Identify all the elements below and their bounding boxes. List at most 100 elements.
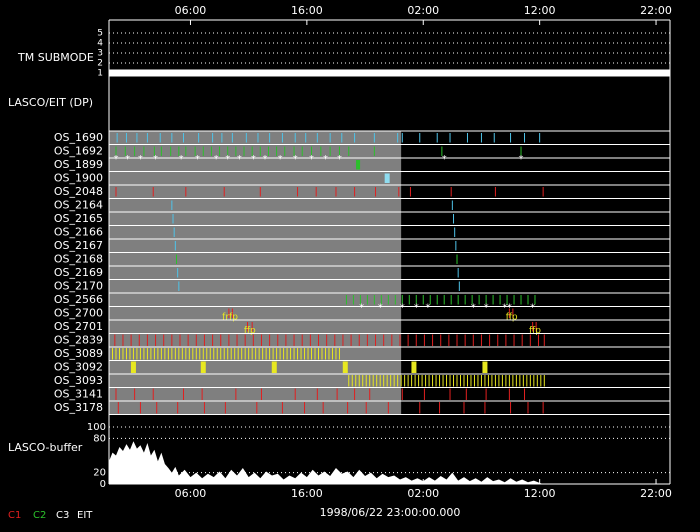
event-tick [247,322,249,332]
event-tick [174,241,176,251]
event-star: * [179,154,184,165]
row-label: OS_2566 [54,293,103,306]
event-tick [485,388,487,400]
event-tick [159,133,161,143]
event-tick [260,388,262,400]
event-tick [322,402,324,414]
event-tick [423,334,425,346]
event-tick [160,146,162,156]
event-tick [540,375,542,387]
event-tick [171,348,173,360]
event-tick [195,348,197,360]
shaded-range [109,131,402,415]
event-tick [537,334,539,346]
event-tick [393,375,395,387]
row-label: OS_2700 [54,307,103,320]
event-tick [446,375,448,387]
event-star: * [237,154,242,165]
event-tick [491,375,493,387]
event-tick [297,348,299,360]
x-tick-label: 16:00 [291,4,323,17]
event-tick [347,402,349,414]
event-tick [404,375,406,387]
event-tick [397,375,399,387]
event-tick [258,348,260,360]
event-tick [449,388,451,400]
event-tick [146,133,148,143]
event-tick [231,133,233,143]
event-label: frfp [222,313,238,323]
row-label: OS_1690 [54,131,103,144]
event-tick [179,334,181,346]
event-tick [311,348,313,360]
row-label: OS_2839 [54,334,103,347]
event-tick [432,375,434,387]
event-tick [415,295,417,305]
event-star: * [138,154,143,165]
event-tick [160,348,162,360]
event-tick [542,187,544,197]
event-tick [499,295,501,305]
event-tick [429,295,431,305]
row-label: OS_2048 [54,185,103,198]
event-tick [419,133,421,143]
event-tick [293,334,295,346]
event-tick [506,295,508,305]
event-tick [464,295,466,305]
event-tick [311,146,313,156]
tm-submode-label: TM SUBMODE [17,51,94,64]
y-tick-label: 2 [97,59,103,69]
event-tick [231,308,233,318]
event-tick [259,187,261,197]
event-tick [177,268,179,278]
row-label: OS_3178 [54,401,103,414]
event-tick [326,334,328,346]
event-tick [116,133,118,143]
event-star: * [214,154,219,165]
event-tick [543,334,545,346]
event-tick [236,334,238,346]
event-tick [439,402,441,414]
event-tick [485,295,487,305]
event-tick [394,295,396,305]
event-tick [130,334,132,346]
event-tick [428,375,430,387]
event-tick [512,375,514,387]
event-tick [390,375,392,387]
event-tick [130,361,136,373]
event-tick [244,334,246,346]
event-tick [458,281,460,291]
event-tick [115,187,117,197]
event-tick [157,348,159,360]
event-tick [487,375,489,387]
event-tick [284,146,286,156]
event-tick [493,133,495,143]
event-tick [150,348,152,360]
event-tick [260,334,262,346]
event-tick [535,322,537,332]
event-tick [342,334,344,346]
event-tick [418,375,420,387]
x-tick-label: 06:00 [175,4,207,17]
event-tick [436,295,438,305]
event-tick [297,187,299,197]
event-tick [241,348,243,360]
event-tick [146,348,148,360]
event-tick [210,146,212,156]
event-star: * [442,154,447,165]
event-tick [436,133,438,143]
event-star: * [153,154,158,165]
event-tick [170,146,172,156]
event-tick [152,187,154,197]
event-tick [301,334,303,346]
event-tick [539,133,541,143]
event-tick [213,348,215,360]
event-tick [201,388,203,400]
y-tick-label: 20 [93,468,106,479]
event-tick [399,334,401,346]
x-tick-label: 12:00 [524,487,556,500]
event-tick [365,375,367,387]
event-tick [442,375,444,387]
event-tick [513,295,515,305]
event-star: * [309,154,314,165]
